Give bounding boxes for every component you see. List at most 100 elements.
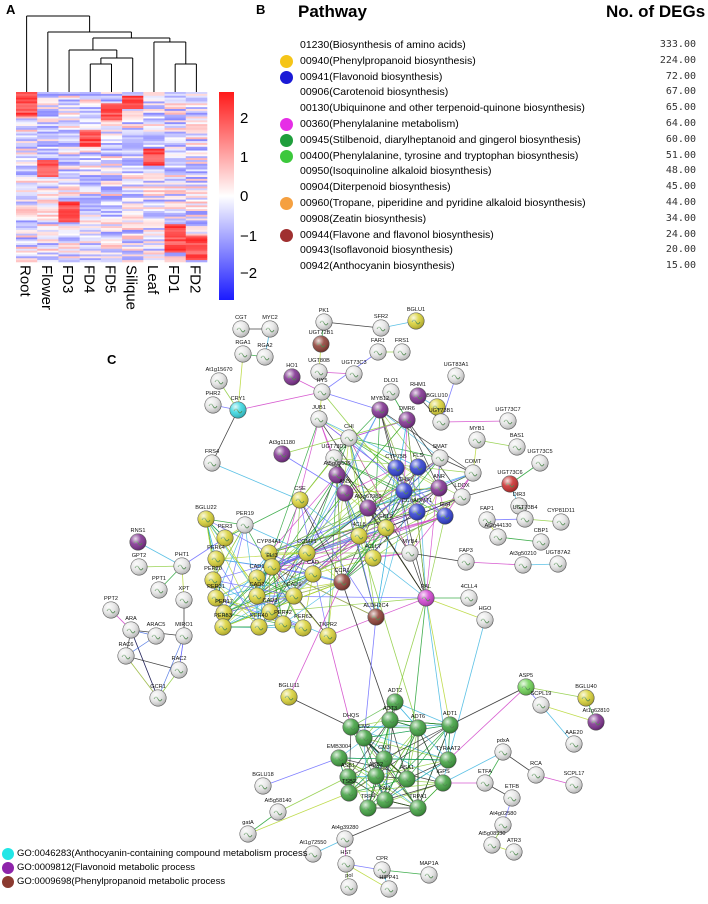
network-edge	[318, 418, 411, 554]
network-node-label: CHS	[398, 477, 410, 483]
network-edge	[350, 726, 449, 761]
heatmap-cell	[16, 143, 38, 146]
network-edge	[215, 558, 314, 575]
heatmap-cell	[37, 195, 59, 199]
network-node-label: 4CL8	[352, 522, 365, 528]
heatmap-cell	[37, 254, 59, 257]
heatmap-cell	[16, 209, 38, 212]
network-edge	[256, 467, 397, 597]
network-edge	[299, 499, 427, 599]
network-edge	[484, 782, 513, 799]
network-node: RAC2	[170, 656, 188, 679]
heatmap-cell	[37, 248, 59, 251]
pathway-deg-count: 24.00	[665, 228, 696, 240]
heatmap-cell	[185, 122, 208, 125]
heatmap-cell	[100, 214, 123, 217]
network-edge	[256, 552, 270, 579]
network-edge	[268, 496, 463, 554]
network-edge	[222, 595, 258, 628]
heatmap-cell	[16, 245, 38, 248]
heatmap-cell	[79, 124, 102, 127]
heatmap-cell	[58, 131, 80, 134]
heatmap-cell	[16, 160, 38, 163]
network-node: LDOX	[453, 483, 471, 506]
heatmap-cell	[79, 144, 102, 148]
network-edge	[379, 409, 418, 513]
heatmap-cell	[79, 245, 102, 248]
heatmap-cell	[79, 231, 102, 234]
network-node: PAI1	[376, 786, 394, 809]
network-edge	[350, 726, 365, 739]
network-edge	[293, 595, 329, 637]
network-edge	[215, 558, 273, 568]
network-node: MYB12	[371, 396, 389, 419]
network-edge	[302, 573, 314, 629]
network-edge	[205, 518, 217, 560]
network-edge	[417, 724, 451, 809]
heatmap-cell	[164, 160, 187, 163]
colorbar-tick-label: −1	[240, 228, 257, 245]
network-edge	[395, 467, 411, 554]
network-edge	[237, 391, 323, 411]
heatmap-cell	[185, 258, 208, 261]
heatmap-cell	[16, 186, 38, 189]
pathway-name: 00960(Tropane, piperidine and pyridine a…	[300, 197, 586, 209]
heatmap-cell	[16, 235, 38, 238]
network-edge	[406, 419, 427, 599]
heatmap-cell	[37, 211, 59, 214]
heatmap-cell	[79, 93, 102, 97]
network-edge	[110, 609, 132, 631]
heatmap-cell	[37, 99, 59, 102]
heatmap-cell	[122, 144, 144, 148]
heatmap-column-label: FD3	[59, 265, 76, 293]
heatmap-cell	[79, 207, 102, 210]
heatmap-cell	[37, 127, 59, 131]
network-edge	[178, 635, 185, 671]
heatmap-cell	[143, 228, 165, 231]
network-edge	[258, 552, 270, 628]
network-edge	[256, 515, 446, 579]
network-node: UGT73C7	[495, 407, 521, 430]
network-edge	[125, 655, 180, 671]
network-node-label: GPT2	[132, 553, 147, 559]
heatmap-cell	[58, 235, 80, 238]
network-node-label: GCR1	[150, 684, 166, 690]
network-edge	[350, 726, 408, 780]
network-edge	[271, 527, 387, 568]
heatmap-cell	[16, 214, 38, 217]
heatmap-cell	[164, 184, 187, 187]
heatmap-cell	[16, 216, 38, 219]
heatmap-cell	[143, 103, 165, 106]
pathway-name: 00943(Isoflavonoid biosynthesis)	[300, 244, 453, 257]
network-edge	[344, 492, 377, 618]
pathway-row: 00944(Flavone and flavonol biosynthesis)…	[276, 228, 696, 244]
network-node: MAP1A	[420, 861, 439, 884]
network-node: 4CLL7	[364, 544, 382, 567]
network-node-label: ADT1	[443, 711, 457, 717]
heatmap-cell	[79, 152, 102, 155]
heatmap-cell	[143, 211, 165, 214]
heatmap-cell	[58, 177, 80, 180]
network-edge	[333, 457, 377, 618]
network-node: DIR3	[510, 492, 528, 515]
heatmap-cell	[79, 218, 102, 221]
heatmap-cell	[143, 135, 165, 138]
network-edge	[222, 581, 343, 628]
network-edge	[277, 776, 349, 813]
heatmap-cell	[100, 184, 123, 187]
heatmap-cell	[16, 173, 38, 176]
heatmap-cell	[143, 144, 165, 148]
heatmap-cell	[100, 243, 123, 246]
network-edge	[299, 499, 377, 618]
network-edge	[268, 490, 405, 554]
network-node-label: ETFB	[505, 784, 520, 790]
network-edge	[375, 775, 386, 801]
heatmap-cell	[37, 154, 59, 157]
network-edge	[256, 595, 260, 628]
heatmap-cell	[164, 235, 187, 238]
network-node-label: CM2	[358, 724, 370, 730]
network-edge	[312, 557, 374, 575]
network-edge	[344, 467, 397, 494]
heatmap-cell	[143, 143, 165, 146]
heatmap-cell	[79, 254, 102, 257]
